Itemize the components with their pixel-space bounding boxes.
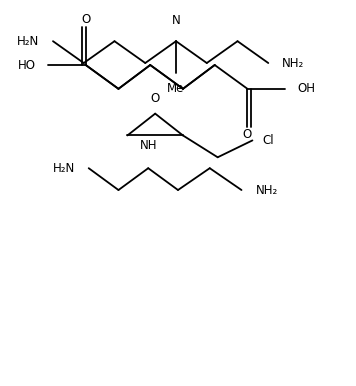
Text: O: O	[81, 13, 90, 26]
Text: O: O	[151, 92, 160, 105]
Text: Cl: Cl	[262, 134, 274, 147]
Text: O: O	[243, 128, 252, 141]
Text: HO: HO	[18, 59, 36, 71]
Text: NH: NH	[140, 139, 157, 152]
Text: Me: Me	[167, 82, 185, 95]
Text: N: N	[172, 14, 180, 27]
Text: H₂N: H₂N	[17, 35, 39, 48]
Text: OH: OH	[297, 82, 315, 95]
Text: NH₂: NH₂	[255, 183, 278, 196]
Text: NH₂: NH₂	[282, 56, 304, 69]
Text: H₂N: H₂N	[53, 162, 75, 175]
